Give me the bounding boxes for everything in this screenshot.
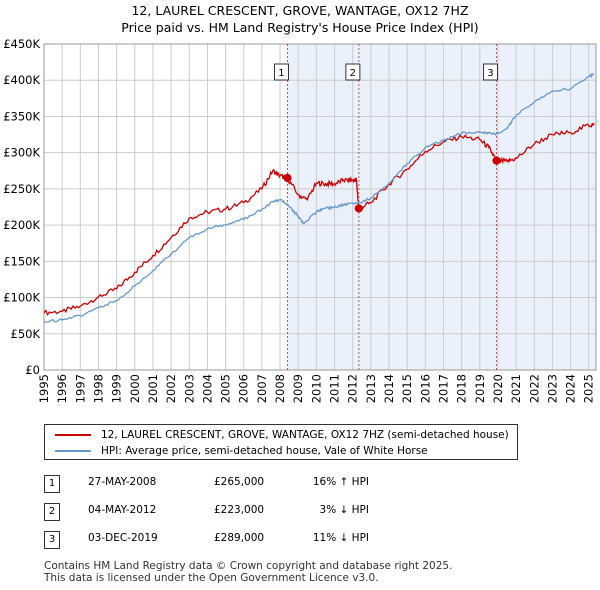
x-tick-label: 2024	[564, 374, 578, 403]
sale-label: 3	[482, 63, 498, 81]
sale-hpi-diff: 16% ↑ HPI	[312, 476, 369, 488]
x-tick-label: 2001	[146, 374, 160, 403]
sale-hpi-diff: 3% ↓ HPI	[319, 504, 369, 516]
series-line-hpi	[43, 72, 595, 323]
x-tick-label: 2023	[545, 374, 559, 403]
sale-hpi-diff: 11% ↓ HPI	[312, 532, 369, 544]
x-tick-label: 2020	[491, 374, 505, 403]
legend-item-property: 12, LAUREL CRESCENT, GROVE, WANTAGE, OX1…	[55, 428, 509, 442]
sale-shaded-bands	[44, 44, 596, 370]
sale-point	[354, 204, 363, 213]
sale-label-box	[482, 63, 498, 81]
sale-date: 27-MAY-2008	[88, 476, 157, 488]
sale-label: 1	[273, 63, 289, 81]
y-tick-label: £300K	[3, 146, 40, 160]
sale-date: 03-DEC-2019	[88, 532, 158, 544]
chart-title: 12, LAUREL CRESCENT, GROVE, WANTAGE, OX1…	[131, 3, 469, 18]
x-tick-label: 2006	[237, 374, 251, 403]
chart-subtitle: Price paid vs. HM Land Registry's House …	[121, 20, 479, 35]
x-tick-label: 2009	[291, 374, 305, 403]
x-tick-label: 2002	[164, 374, 178, 403]
y-tick-label: £50K	[11, 327, 41, 341]
x-tick-label: 2007	[255, 374, 269, 403]
sale-number: 1	[44, 475, 60, 493]
y-tick-label: £150K	[3, 254, 40, 268]
sale-point	[492, 156, 501, 165]
y-tick-label: £0	[25, 363, 40, 377]
sale-price: £289,000	[214, 532, 265, 544]
x-tick-label: 1999	[110, 374, 124, 403]
x-axis-ticks: 1995 1996 1997 1998 1999 2000 2001 2002 2003 2004…	[37, 374, 596, 403]
footer-copyright: Contains HM Land Registry data © Crown c…	[44, 560, 453, 572]
x-tick-label: 2000	[128, 374, 142, 403]
x-tick-label: 2011	[328, 374, 342, 403]
y-tick-label: £450K	[3, 37, 40, 51]
sale-label-text: 3	[487, 68, 493, 79]
x-tick-label: 2010	[309, 374, 323, 403]
x-tick-label: 1997	[73, 374, 87, 403]
x-tick-label: 2016	[418, 374, 432, 403]
x-tick-label: 2003	[182, 374, 196, 403]
x-tick-label: 2017	[436, 374, 450, 403]
x-tick-label: 2021	[509, 374, 523, 403]
sale-label-text: 2	[350, 68, 356, 79]
sale-price: £223,000	[214, 504, 265, 516]
x-tick-label: 1996	[55, 374, 69, 403]
sale-point	[283, 173, 292, 183]
legend: 12, LAUREL CRESCENT, GROVE, WANTAGE, OX1…	[44, 424, 518, 460]
sale-band	[496, 44, 596, 370]
plot-border	[43, 43, 597, 371]
legend-swatch-hpi	[55, 450, 91, 452]
x-tick-label: 2025	[582, 374, 596, 403]
sale-number: 3	[44, 531, 60, 549]
sale-label-text: 1	[278, 68, 284, 79]
legend-label-property: 12, LAUREL CRESCENT, GROVE, WANTAGE, OX1…	[101, 429, 509, 441]
sale-band	[287, 44, 359, 370]
sale-label: 2	[345, 63, 361, 81]
legend-label-hpi: HPI: Average price, semi-detached house,…	[101, 445, 428, 457]
x-tick-label: 2013	[364, 374, 378, 403]
sale-number: 2	[44, 503, 60, 521]
sale-label-box	[273, 63, 289, 81]
y-axis-ticks: £0 £50K £100K £150K £200K £250K £300K £350K £400…	[3, 37, 40, 377]
y-tick-label: £400K	[3, 73, 40, 87]
legend-item-hpi: HPI: Average price, semi-detached house,…	[55, 444, 428, 458]
sale-labels: 1 2 3	[273, 63, 498, 81]
x-tick-label: 2019	[473, 374, 487, 403]
x-tick-label: 1998	[91, 374, 105, 403]
y-tick-label: £350K	[3, 109, 40, 123]
y-tick-label: £200K	[3, 218, 40, 232]
grid-lines	[43, 43, 597, 371]
x-tick-label: 2015	[400, 374, 414, 403]
sale-points	[283, 156, 501, 213]
sale-band	[358, 44, 497, 370]
x-tick-label: 2014	[382, 374, 396, 403]
x-tick-label: 1995	[37, 374, 51, 403]
x-tick-label: 2012	[346, 374, 360, 403]
footer-licence: This data is licensed under the Open Gov…	[44, 572, 379, 584]
y-tick-label: £250K	[3, 182, 40, 196]
x-tick-label: 2008	[273, 374, 287, 403]
y-tick-label: £100K	[3, 291, 40, 305]
x-tick-label: 2004	[200, 374, 214, 403]
sale-label-box	[345, 63, 361, 81]
legend-swatch-property	[55, 434, 91, 436]
x-tick-label: 2005	[219, 374, 233, 403]
sale-price: £265,000	[214, 476, 265, 488]
x-tick-label: 2022	[527, 374, 541, 403]
sale-date: 04-MAY-2012	[88, 504, 157, 516]
x-tick-label: 2018	[455, 374, 469, 403]
